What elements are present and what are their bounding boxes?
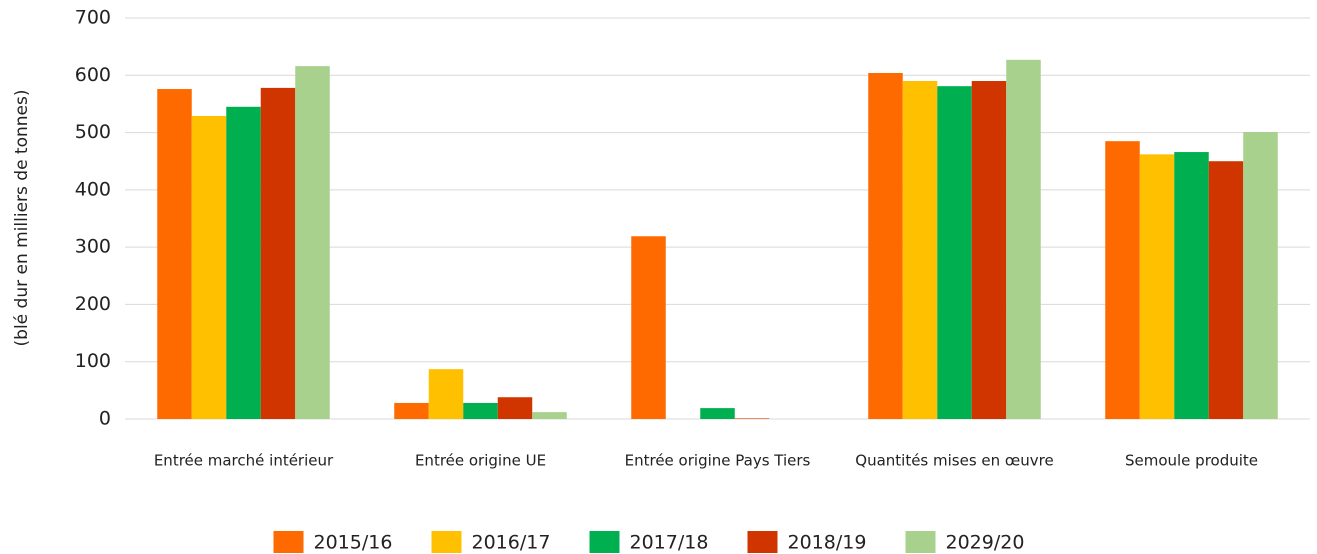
bar xyxy=(532,412,567,419)
bar xyxy=(1243,131,1278,419)
y-tick-label: 700 xyxy=(75,7,111,29)
legend-swatch xyxy=(747,531,778,553)
legend-swatch xyxy=(905,531,936,553)
x-tick-label: Entrée origine Pays Tiers xyxy=(625,452,811,470)
bar xyxy=(700,408,735,419)
bar xyxy=(226,106,261,420)
bar xyxy=(1139,154,1175,419)
y-tick-label: 200 xyxy=(75,293,111,315)
bar xyxy=(295,66,330,420)
bar xyxy=(1105,141,1140,419)
bar xyxy=(191,115,227,420)
x-tick-label: Entrée origine UE xyxy=(415,452,546,470)
bar xyxy=(157,89,192,419)
legend-label: 2016/17 xyxy=(472,532,551,554)
bar xyxy=(868,72,903,419)
bar xyxy=(497,397,533,419)
bar xyxy=(971,81,1007,419)
y-tick-label: 300 xyxy=(75,236,111,258)
legend-swatch xyxy=(589,531,620,553)
bar xyxy=(631,236,666,419)
legend-label: 2018/19 xyxy=(788,532,867,554)
bar xyxy=(1006,59,1041,419)
y-tick-label: 0 xyxy=(99,408,111,430)
bar xyxy=(1174,152,1209,419)
bar xyxy=(260,87,296,419)
legend-label: 2015/16 xyxy=(314,532,393,554)
y-tick-label: 600 xyxy=(75,64,111,86)
bar xyxy=(902,81,938,419)
x-tick-label: Entrée marché intérieur xyxy=(154,452,334,470)
bar xyxy=(734,418,770,419)
x-tick-label: Semoule produite xyxy=(1125,452,1258,470)
legend-swatch xyxy=(273,531,304,553)
bar xyxy=(1208,161,1244,419)
bar xyxy=(394,402,429,419)
bar xyxy=(428,369,464,419)
x-tick-label: Quantités mises en œuvre xyxy=(855,452,1053,470)
bar xyxy=(463,402,498,419)
legend-label: 2029/20 xyxy=(946,532,1025,554)
y-tick-label: 500 xyxy=(75,121,111,143)
bar xyxy=(937,86,972,420)
y-tick-label: 100 xyxy=(75,350,111,372)
y-tick-label: 400 xyxy=(75,178,111,200)
y-axis-label: (blé dur en milliers de tonnes) xyxy=(12,90,32,347)
legend-swatch xyxy=(431,531,462,553)
legend-label: 2017/18 xyxy=(630,532,709,554)
